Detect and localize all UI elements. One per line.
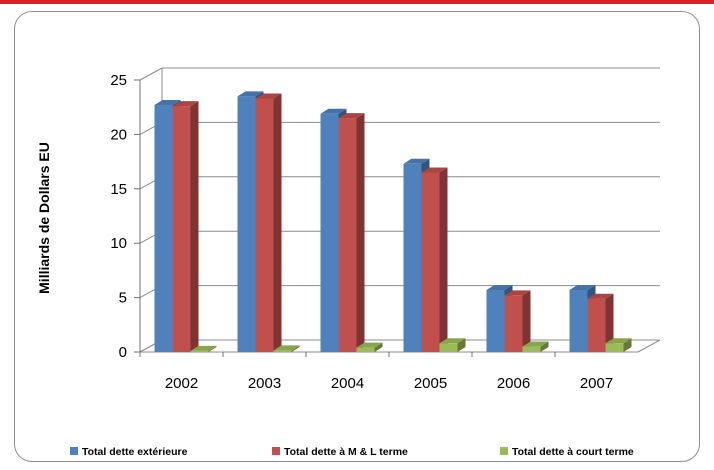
- y-tick-label: 10: [110, 235, 127, 252]
- legend-swatch: [70, 447, 78, 455]
- bar-2005-series-2: [421, 167, 448, 352]
- legend-entry-3: Total dette à court terme: [500, 446, 634, 458]
- x-tick-label: 2002: [165, 375, 198, 392]
- x-axis: 2002 2003 2004 2005 2006 2007: [139, 352, 613, 392]
- bar-2006-series-2: [504, 290, 531, 352]
- y-tick-label: 5: [119, 290, 127, 307]
- bar-2007-series-2: [587, 293, 614, 352]
- legend-label: Total dette à M & L terme: [284, 446, 408, 458]
- bars: [154, 91, 632, 352]
- y-tick-label: 15: [110, 181, 127, 198]
- legend-label: Total dette extérieure: [82, 446, 188, 458]
- y-axis-label: Milliards de Dollars EU: [36, 142, 52, 294]
- y-axis: 0 5 10 15 20 25: [110, 72, 141, 361]
- legend-swatch: [500, 447, 508, 455]
- bar-2007-series-3: [605, 338, 632, 352]
- bar-2002-series-3: [190, 345, 217, 352]
- top-red-rule: [0, 0, 714, 4]
- y-tick-label: 25: [110, 72, 127, 89]
- legend-swatch: [272, 447, 280, 455]
- x-tick-label: 2004: [331, 375, 364, 392]
- x-tick-label: 2007: [580, 375, 613, 392]
- bar-2006-series-3: [522, 341, 549, 352]
- legend-entry-1: Total dette extérieure: [70, 446, 188, 458]
- bar-2004-series-2: [338, 113, 365, 352]
- y-tick-label: 20: [110, 126, 127, 143]
- y-tick-label: 0: [119, 344, 127, 361]
- legend-label: Total dette à court terme: [512, 446, 634, 458]
- x-tick-label: 2005: [414, 375, 447, 392]
- x-tick-label: 2003: [248, 375, 281, 392]
- bar-2002-series-2: [172, 101, 199, 352]
- bar-2003-series-3: [273, 345, 300, 352]
- bar-2005-series-3: [439, 338, 466, 352]
- bar-2004-series-3: [356, 342, 383, 352]
- gridline-wall: [139, 67, 163, 81]
- legend-entry-2: Total dette à M & L terme: [272, 446, 408, 458]
- bar-2003-series-2: [255, 93, 282, 352]
- legend: Total dette extérieure Total dette à M & …: [70, 446, 634, 458]
- x-tick-label: 2006: [497, 375, 530, 392]
